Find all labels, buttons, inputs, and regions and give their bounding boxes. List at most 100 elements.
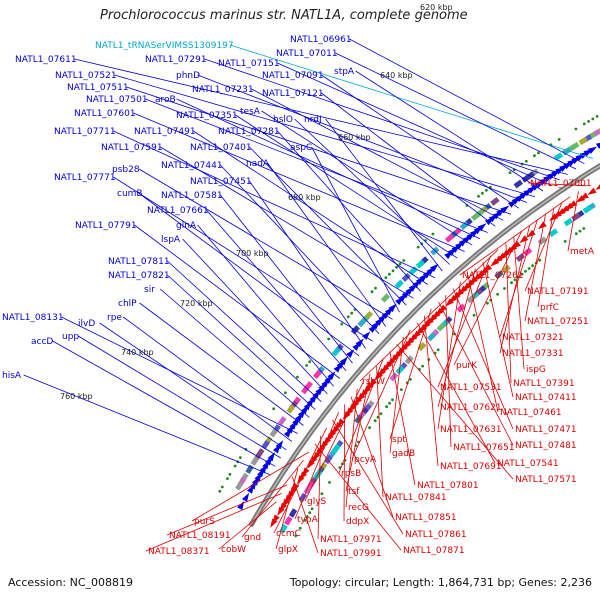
label-leader-line	[506, 243, 511, 383]
gc-dot	[328, 481, 331, 484]
gene-label-forward: NATL1_07581	[161, 191, 223, 201]
gene-label-forward: phnD	[176, 71, 200, 81]
gc-dot	[432, 233, 435, 236]
label-leader-line	[277, 131, 420, 291]
gene-label-forward: NATL1_07121	[262, 89, 324, 99]
gc-dot	[402, 259, 405, 262]
kbp-tick-label: 660 kbp	[338, 133, 371, 142]
gene-label-forward: NATL1_07091	[262, 71, 324, 81]
gc-dot	[327, 338, 330, 341]
gene-label-forward: NATL1_07011	[276, 49, 338, 59]
cog-color-block	[381, 293, 390, 302]
gene-label-reverse: cobW	[221, 545, 246, 555]
gc-dot	[587, 120, 590, 123]
gc-dot	[575, 128, 578, 131]
gene-label-forward: rpe	[107, 313, 122, 323]
gene-label-reverse: ccmC	[276, 529, 301, 539]
gene-label-forward: aspC	[290, 143, 312, 153]
gene-label-forward: NATL1_07771	[54, 173, 116, 183]
gene-label-forward: NATL1_07811	[108, 257, 170, 267]
gc-dot	[347, 315, 350, 318]
gc-dot	[538, 259, 541, 262]
gene-label-forward: ilvD	[78, 319, 95, 329]
gene-label-forward: nrdJ	[304, 115, 322, 125]
gc-dot	[239, 456, 242, 459]
gene-label-reverse: NATL1_07691	[440, 462, 502, 472]
label-leader-line	[167, 275, 315, 410]
gene-label-reverse: NATL1_07871	[403, 546, 465, 556]
gc-dot	[350, 312, 353, 315]
gene-label-reverse: NATL1_07471	[515, 425, 577, 435]
label-leader-line	[483, 262, 513, 397]
gene-label-forward: stpA	[334, 67, 355, 77]
gene-label-forward: cumB	[117, 189, 143, 199]
gene-label-reverse: NATL1_07861	[405, 530, 467, 540]
kbp-tick-label: 640 kbp	[380, 71, 413, 80]
gene-label-forward: psb28	[112, 165, 140, 175]
gc-dot	[477, 195, 480, 198]
label-leader-line	[113, 131, 435, 278]
gene-label-forward: NATL1_07401	[190, 143, 252, 153]
cog-color-block	[284, 516, 292, 525]
gene-label-reverse: purS	[194, 517, 215, 527]
gc-dot	[272, 407, 275, 410]
gc-dot	[388, 402, 391, 405]
gene-label-reverse: NATL1_07651	[453, 443, 515, 453]
kbp-tick-label: 720 kbp	[180, 299, 213, 308]
cog-color-block	[516, 253, 525, 262]
gene-label-forward: NATL1_07661	[147, 206, 209, 216]
cog-color-block	[490, 197, 499, 206]
gc-dot	[388, 273, 391, 276]
gc-dot	[385, 405, 388, 408]
gc-dot	[305, 364, 308, 367]
gene-label-reverse: NATL1_07391	[513, 379, 575, 389]
gene-label-forward: accD	[31, 337, 53, 347]
gc-dot	[528, 267, 531, 270]
gene-label-forward: chlP	[118, 299, 137, 309]
gene-label-reverse: ddpX	[346, 517, 369, 527]
cog-color-block	[514, 180, 523, 189]
gc-dot	[234, 465, 237, 468]
gc-dot	[308, 360, 311, 363]
label-leader-line	[295, 119, 450, 265]
cog-color-block	[554, 152, 563, 161]
label-leader-line	[78, 336, 281, 458]
gc-dot	[582, 227, 585, 230]
gene-label-reverse: spt	[392, 435, 406, 445]
gene-label-reverse: NATL1_07331	[502, 349, 564, 359]
label-leader-line	[123, 317, 292, 442]
gene-label-reverse: NATL1_07571	[515, 475, 577, 485]
gc-dot	[503, 287, 506, 290]
genome-summary-text: Topology: circular; Length: 1,864,731 bp…	[290, 576, 592, 589]
label-leader-line	[262, 111, 473, 245]
label-leader-line	[100, 323, 287, 450]
gene-label-reverse: NATL1_07801	[417, 481, 479, 491]
gene-label-forward: tesA	[240, 107, 261, 117]
gc-dot	[473, 314, 476, 317]
gc-dot	[417, 246, 420, 249]
label-leader-line	[312, 147, 400, 312]
gc-dot	[340, 323, 343, 326]
gene-label-reverse: pcyA	[354, 455, 377, 465]
label-leader-line	[321, 93, 495, 226]
gc-dot	[509, 171, 512, 174]
gene-label-forward: NATL1_07591	[101, 143, 163, 153]
gene-label-reverse: metA	[570, 247, 595, 257]
label-leader-line	[220, 195, 352, 363]
gene-label-reverse: NATL1_07001	[530, 179, 592, 189]
gc-dot	[481, 192, 484, 195]
gene-label-reverse: NATL1_07461	[500, 408, 562, 418]
gene-label-forward: NATL1_07441	[161, 161, 223, 171]
gene-label-forward: NATL1_07501	[86, 95, 148, 105]
forward-gene-arrow	[596, 139, 600, 149]
gene-label-forward: NATL1_07601	[74, 109, 136, 119]
gene-label-forward: NATL1_07821	[108, 271, 170, 281]
gene-label-reverse: NATL1_07481	[515, 441, 577, 451]
gene-label-forward: NATL1_07711	[54, 127, 116, 137]
gene-label-reverse: glpX	[278, 545, 298, 555]
kbp-tick-label: 620 kbp	[420, 3, 453, 12]
gc-dot	[596, 115, 599, 118]
gc-dot	[533, 154, 536, 157]
gene-label-forward: NATL1_07451	[190, 177, 252, 187]
gc-dot	[575, 232, 578, 235]
